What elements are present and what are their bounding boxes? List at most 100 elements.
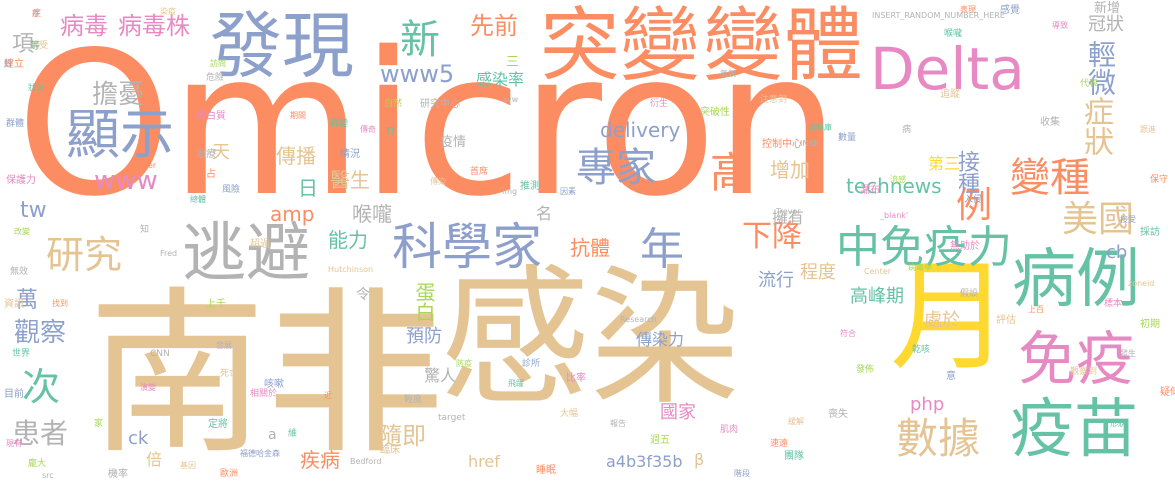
small-word: 占 xyxy=(206,169,216,180)
word: 流行 xyxy=(758,270,794,291)
word: 免疫 xyxy=(1018,325,1135,393)
word: tw xyxy=(20,198,47,223)
word: zoneid xyxy=(1128,279,1155,288)
small-word: 疑似 xyxy=(1160,387,1175,398)
small-word: 症 xyxy=(32,9,42,19)
small-word: 假設 xyxy=(960,289,979,299)
small-word: 約 xyxy=(4,59,12,68)
small-word: 死亡 xyxy=(220,369,239,379)
small-word: 傳奇 xyxy=(360,125,376,134)
small-word: 歐洲 xyxy=(220,469,239,479)
small-word: 感覺 xyxy=(1000,5,1020,16)
small-word: 階段 xyxy=(734,469,750,478)
word: 預防 xyxy=(406,326,442,347)
word: 蛋白 xyxy=(412,282,436,322)
word: a xyxy=(268,427,277,443)
small-word: 衍生 xyxy=(650,99,669,109)
word: Bedford xyxy=(350,457,382,466)
small-word: 初期 xyxy=(1140,319,1160,330)
word: 變種 xyxy=(1010,155,1090,201)
small-word: 相關於 xyxy=(250,389,278,399)
word: 高峰期 xyxy=(850,286,904,307)
small-word: 接受 xyxy=(1120,215,1136,224)
word: 患者 xyxy=(12,417,69,450)
word: CNN xyxy=(150,349,170,359)
word: 新增 xyxy=(1094,1,1121,16)
small-word: 龐大 xyxy=(28,459,47,469)
small-word: 等 xyxy=(30,41,40,52)
small-word: 序 xyxy=(32,9,40,18)
small-word: 追蹤 xyxy=(940,89,960,100)
small-word: 世界 xyxy=(12,349,31,359)
word: 數據 xyxy=(896,414,981,463)
small-word: 定將 xyxy=(208,419,228,430)
small-word: 輕度 xyxy=(404,395,423,405)
small-word: 發佈 xyxy=(856,365,875,375)
word: Hutchinson xyxy=(328,265,374,274)
small-word: 傳染 xyxy=(430,177,446,186)
small-word: 防疫 xyxy=(456,359,472,368)
small-word: 現有 xyxy=(6,439,22,448)
word: 擁有 xyxy=(772,208,805,227)
word: 下降 xyxy=(742,219,802,254)
word: 倍 xyxy=(146,450,163,469)
small-word: 導致 xyxy=(1052,21,1068,30)
small-word: 臨床 xyxy=(380,445,400,456)
word: 程度 xyxy=(800,262,836,283)
word: ck xyxy=(128,428,149,449)
small-word: 週五 xyxy=(650,435,670,446)
small-word: 乾咳 xyxy=(912,345,931,355)
small-word: 評估 xyxy=(996,315,1016,326)
word: 研究 xyxy=(46,233,123,277)
word: Fred xyxy=(160,249,178,258)
small-word: 總體 xyxy=(190,195,206,204)
word: 擔憂 xyxy=(92,80,145,110)
small-word: 改變 xyxy=(14,227,30,236)
small-word: 比率 xyxy=(566,373,586,384)
word: 增加 xyxy=(770,158,810,182)
word: 傳染力 xyxy=(636,330,685,349)
word: 顯示 xyxy=(66,103,174,166)
small-word: 推測 xyxy=(520,181,540,192)
small-word: 找到 xyxy=(52,299,68,308)
small-word: 期間 xyxy=(290,111,306,120)
small-word: 基因 xyxy=(180,461,196,470)
word: 月 xyxy=(890,248,1010,387)
small-word: 上百 xyxy=(1028,305,1044,314)
small-word: 群體 xyxy=(6,119,25,129)
small-word: 意 xyxy=(946,371,956,382)
word: β xyxy=(694,450,705,469)
word: 病例 xyxy=(1012,243,1140,317)
word: 病毒 xyxy=(60,12,108,40)
word: Delta xyxy=(870,35,1025,103)
word: 突變 xyxy=(540,0,700,92)
small-word: 研究中心 xyxy=(420,99,460,110)
small-word: 標本 xyxy=(1104,299,1123,309)
small-word: 韓變 xyxy=(330,119,349,129)
word: _blank' xyxy=(880,211,909,220)
small-word: 漏布 xyxy=(860,185,880,196)
small-word: 機率 xyxy=(108,469,128,480)
word: a4b3f35b xyxy=(606,452,683,471)
word: INSERT_RANDOM_NUMBER_HERE xyxy=(872,11,1005,20)
word: 傳播 xyxy=(276,144,316,168)
word: 疫情 xyxy=(440,135,467,150)
word: 第三 xyxy=(928,154,961,173)
small-word: 首席 xyxy=(470,167,489,177)
word: www5 xyxy=(380,60,455,88)
small-word: 採訪 xyxy=(1140,227,1160,238)
word: target xyxy=(438,413,466,423)
word: 變體 xyxy=(703,0,863,92)
small-word: 咳嗽 xyxy=(264,379,284,390)
small-word: 超過 xyxy=(250,239,270,250)
word: Omicron xyxy=(16,9,840,240)
small-word: 觀察到 xyxy=(1070,367,1098,377)
word: 喉嚨 xyxy=(352,202,392,226)
word: 病毒株 xyxy=(118,12,190,40)
word: 三 xyxy=(506,55,520,70)
word: 醫生 xyxy=(330,168,370,192)
small-word: 報告 xyxy=(610,419,626,428)
small-word: 保護力 xyxy=(6,175,36,186)
word: 例 xyxy=(956,185,993,226)
small-word: 飛躍 xyxy=(508,379,524,388)
